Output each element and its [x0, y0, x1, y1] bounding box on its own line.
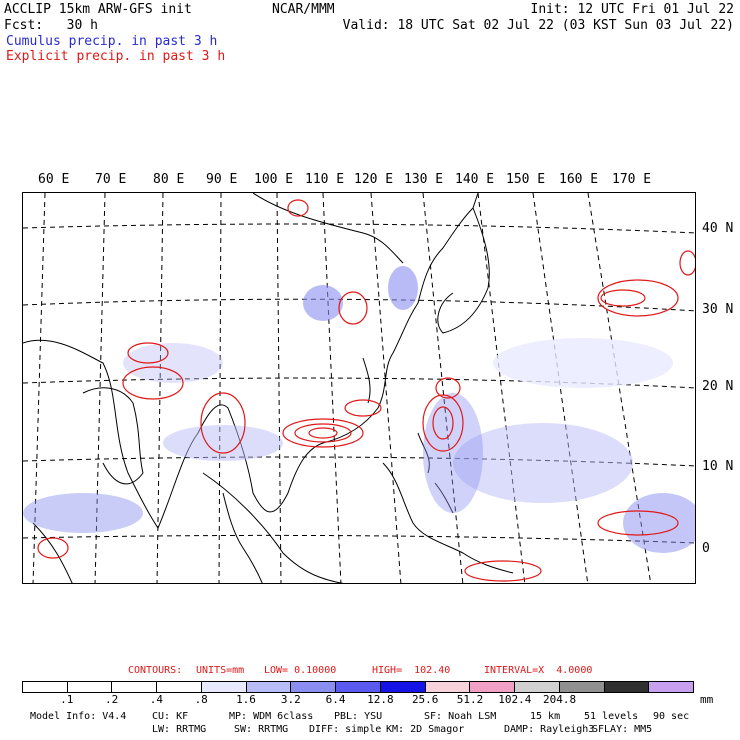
legend-level: .4 [149, 693, 164, 706]
footer-item: LW: RRTMG [152, 724, 207, 735]
legend-swatch [425, 682, 471, 692]
lon-label: 160 E [559, 172, 599, 187]
forecast-hour: Fcst: 30 h [4, 18, 98, 33]
lon-label: 170 E [612, 172, 652, 187]
legend-level: 12.8 [367, 693, 394, 706]
legend-level: 204.8 [543, 693, 577, 706]
legend-level: .8 [194, 693, 208, 706]
map-graphic [23, 193, 695, 583]
organization: NCAR/MMM [272, 2, 335, 17]
footer-item: CU: KF [152, 711, 189, 722]
lat-label: 20 N [702, 379, 734, 394]
lon-label: 60 E [38, 172, 70, 187]
legend-swatch [67, 682, 113, 692]
valid-time: Valid: 18 UTC Sat 02 Jul 22 (03 KST Sun … [342, 18, 734, 33]
cumulus-label: Cumulus precip. in past 3 h [6, 34, 218, 49]
lon-label: 90 E [206, 172, 238, 187]
footer-item: KM: 2D Smagor [386, 724, 465, 735]
footer-item: MP: WDM 6class [229, 711, 314, 722]
legend-level: 6.4 [325, 693, 346, 706]
contours-units: UNITS=mm [196, 665, 245, 676]
footer-item: SF: Noah LSM [424, 711, 497, 722]
legend-swatch [246, 682, 292, 692]
lat-label: 10 N [702, 459, 734, 474]
legend-level: 1.6 [236, 693, 256, 706]
lon-label: 140 E [455, 172, 495, 187]
legend-swatch [380, 682, 426, 692]
legend-level: .1 [60, 693, 74, 706]
footer-item: DAMP: Rayleigh3 [504, 724, 595, 735]
footer-item: PBL: YSU [334, 711, 383, 722]
explicit-precip [37, 199, 695, 582]
lon-label: 120 E [354, 172, 394, 187]
legend-swatch [201, 682, 247, 692]
init-time: Init: 12 UTC Fri 01 Jul 22 [530, 2, 735, 17]
legend-level: 25.6 [411, 693, 439, 706]
footer-item: Model Info: V4.4 [30, 711, 127, 722]
explicit-label: Explicit precip. in past 3 h [6, 49, 226, 64]
contours-high: HIGH= 102.40 [372, 665, 451, 676]
contours-interval: INTERVAL=X 4.0000 [484, 665, 593, 676]
legend-swatch [559, 682, 605, 692]
precip-map [22, 192, 696, 584]
footer-item: 90 sec [653, 711, 690, 722]
legend-level: 51.2 [456, 693, 484, 706]
legend-swatch [112, 682, 158, 692]
lon-label: 130 E [404, 172, 444, 187]
legend-swatch [291, 682, 337, 692]
contours-label: CONTOURS: [128, 665, 183, 676]
coastlines [23, 193, 514, 583]
lon-label: 110 E [305, 172, 345, 187]
lat-label: 30 N [702, 302, 734, 317]
footer-item: 15 km [530, 711, 561, 722]
legend-level: 102.4 [498, 693, 532, 706]
legend-unit: mm [700, 693, 714, 706]
lon-label: 70 E [95, 172, 127, 187]
footer-item: SW: RRTMG [234, 724, 289, 735]
legend-swatch [157, 682, 202, 692]
lon-label: 150 E [506, 172, 546, 187]
cumulus-precip [23, 266, 695, 553]
footer-item: DIFF: simple [309, 724, 382, 735]
footer-item: SFLAY: MM5 [592, 724, 653, 735]
footer-item: 51 levels [584, 711, 639, 722]
legend-level: 3.2 [280, 693, 301, 706]
lat-label: 0 [702, 541, 710, 556]
legend-swatch [649, 682, 694, 692]
legend-swatch [515, 682, 560, 692]
color-legend [22, 681, 694, 693]
lat-label: 40 N [702, 221, 734, 236]
legend-swatch [470, 682, 516, 692]
legend-swatch [23, 682, 68, 692]
contours-low: LOW= 0.10000 [264, 665, 337, 676]
model-title: ACCLIP 15km ARW-GFS init [4, 2, 192, 17]
lon-label: 100 E [254, 172, 294, 187]
legend-level: .2 [104, 693, 119, 706]
legend-swatch [336, 682, 381, 692]
legend-swatch [604, 682, 650, 692]
lon-label: 80 E [153, 172, 185, 187]
